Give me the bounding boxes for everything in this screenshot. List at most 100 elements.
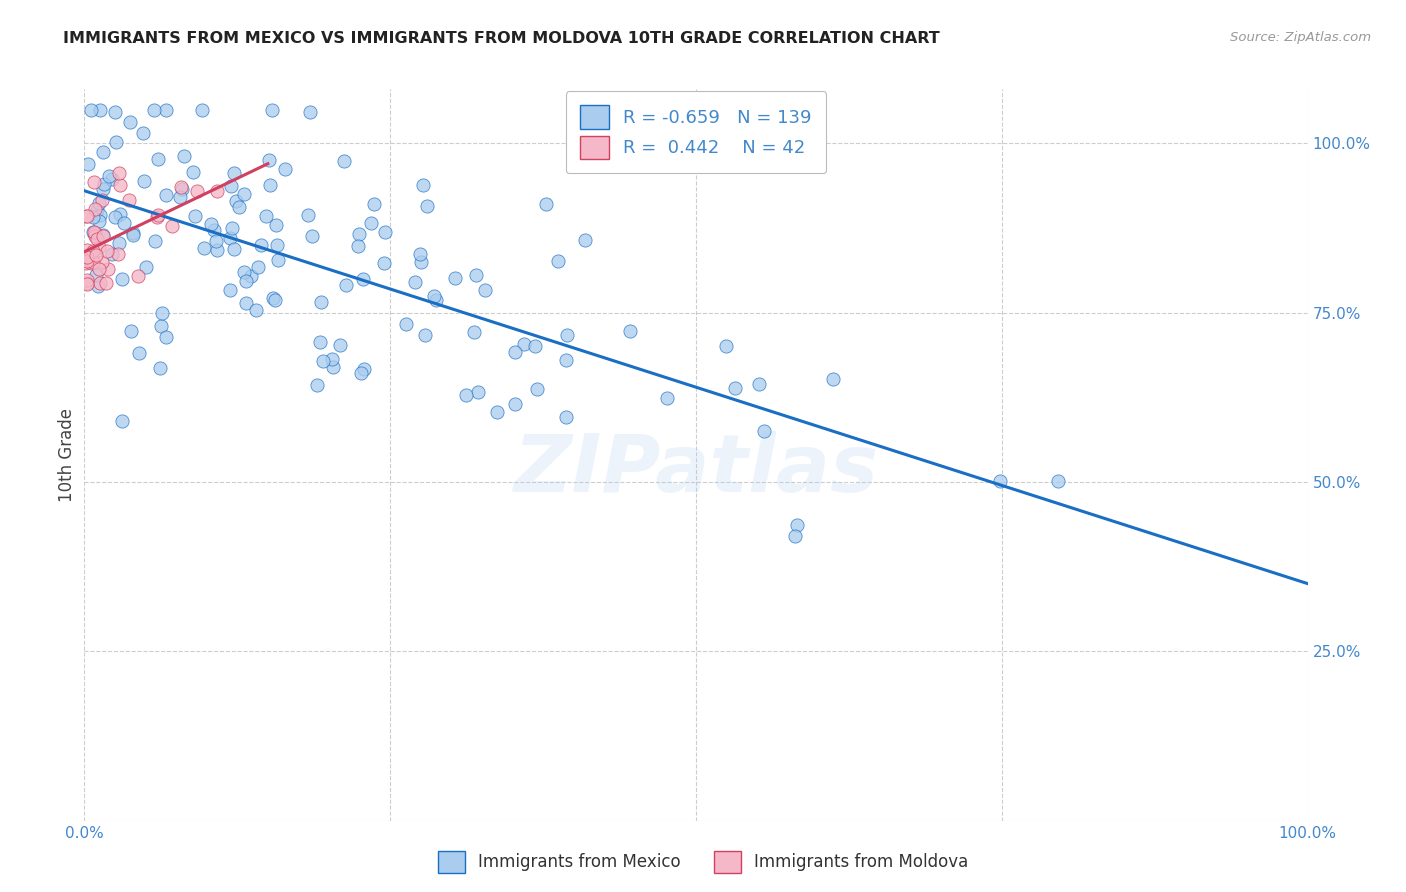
Point <box>444 271 467 285</box>
Point <box>89 261 111 276</box>
Point <box>155 330 177 344</box>
Point <box>77 248 100 262</box>
Point <box>346 239 368 253</box>
Point <box>87 240 110 254</box>
Point <box>183 165 205 179</box>
Point <box>425 293 447 308</box>
Point <box>90 194 112 208</box>
Point <box>305 377 328 392</box>
Point <box>143 234 166 248</box>
Point <box>93 178 115 192</box>
Point <box>110 178 132 193</box>
Point <box>218 231 240 245</box>
Point <box>301 228 323 243</box>
Point <box>225 194 247 208</box>
Point <box>120 115 142 129</box>
Point <box>409 247 432 261</box>
Point <box>322 360 344 375</box>
Point <box>298 105 321 120</box>
Point <box>173 149 195 163</box>
Point <box>524 339 547 353</box>
Point <box>259 178 281 192</box>
Point <box>82 210 104 224</box>
Point <box>200 218 222 232</box>
Point <box>264 218 287 232</box>
Point <box>246 260 269 275</box>
Point <box>76 253 98 268</box>
Point <box>83 175 105 189</box>
Point <box>76 276 98 290</box>
Point <box>257 153 280 167</box>
Point <box>512 337 534 351</box>
Point <box>467 384 489 399</box>
Point <box>423 289 446 303</box>
Point <box>395 317 418 331</box>
Point <box>107 235 129 250</box>
Point <box>80 255 103 269</box>
Point <box>80 252 103 267</box>
Point <box>79 247 101 261</box>
Point <box>97 262 120 277</box>
Point <box>308 335 330 350</box>
Point <box>135 260 157 274</box>
Point <box>352 272 374 286</box>
Point <box>104 104 127 119</box>
Point <box>76 250 98 264</box>
Point <box>122 226 145 240</box>
Point <box>655 391 678 405</box>
Point <box>363 196 385 211</box>
Point <box>170 181 193 195</box>
Point <box>170 179 193 194</box>
Point <box>235 295 257 310</box>
Text: Source: ZipAtlas.com: Source: ZipAtlas.com <box>1230 31 1371 45</box>
Point <box>91 182 114 196</box>
Point <box>91 145 114 159</box>
Point <box>505 397 527 411</box>
Point <box>222 166 245 180</box>
Point <box>128 346 150 360</box>
Point <box>146 152 169 166</box>
Point <box>821 371 844 385</box>
Point <box>76 157 98 171</box>
Point <box>101 247 124 261</box>
Legend: R = -0.659   N = 139, R =  0.442    N = 42: R = -0.659 N = 139, R = 0.442 N = 42 <box>565 91 827 173</box>
Point <box>94 277 117 291</box>
Point <box>150 306 173 320</box>
Point <box>96 244 118 258</box>
Point <box>555 353 578 368</box>
Point <box>574 233 596 247</box>
Point <box>82 244 104 259</box>
Point <box>80 103 103 117</box>
Point <box>204 234 226 248</box>
Point <box>132 126 155 140</box>
Point <box>75 210 97 224</box>
Point <box>75 256 97 270</box>
Point <box>89 208 111 222</box>
Point <box>76 243 98 257</box>
Point <box>219 179 242 194</box>
Point <box>148 209 170 223</box>
Point <box>526 382 548 396</box>
Point <box>107 166 129 180</box>
Y-axis label: 10th Grade: 10th Grade <box>58 408 76 502</box>
Point <box>555 327 578 342</box>
Point <box>87 279 110 293</box>
Point <box>486 405 509 419</box>
Point <box>228 200 250 214</box>
Point <box>93 228 115 243</box>
Point <box>260 103 283 117</box>
Point <box>87 214 110 228</box>
Point <box>783 529 806 543</box>
Point <box>350 366 373 380</box>
Point <box>82 225 104 239</box>
Point <box>1047 474 1070 488</box>
Point <box>329 338 352 352</box>
Point <box>105 135 128 149</box>
Point <box>232 186 254 201</box>
Point <box>262 291 284 305</box>
Point <box>235 274 257 288</box>
Point <box>474 284 496 298</box>
Point <box>107 247 129 261</box>
Point <box>132 173 155 187</box>
Point <box>190 103 212 117</box>
